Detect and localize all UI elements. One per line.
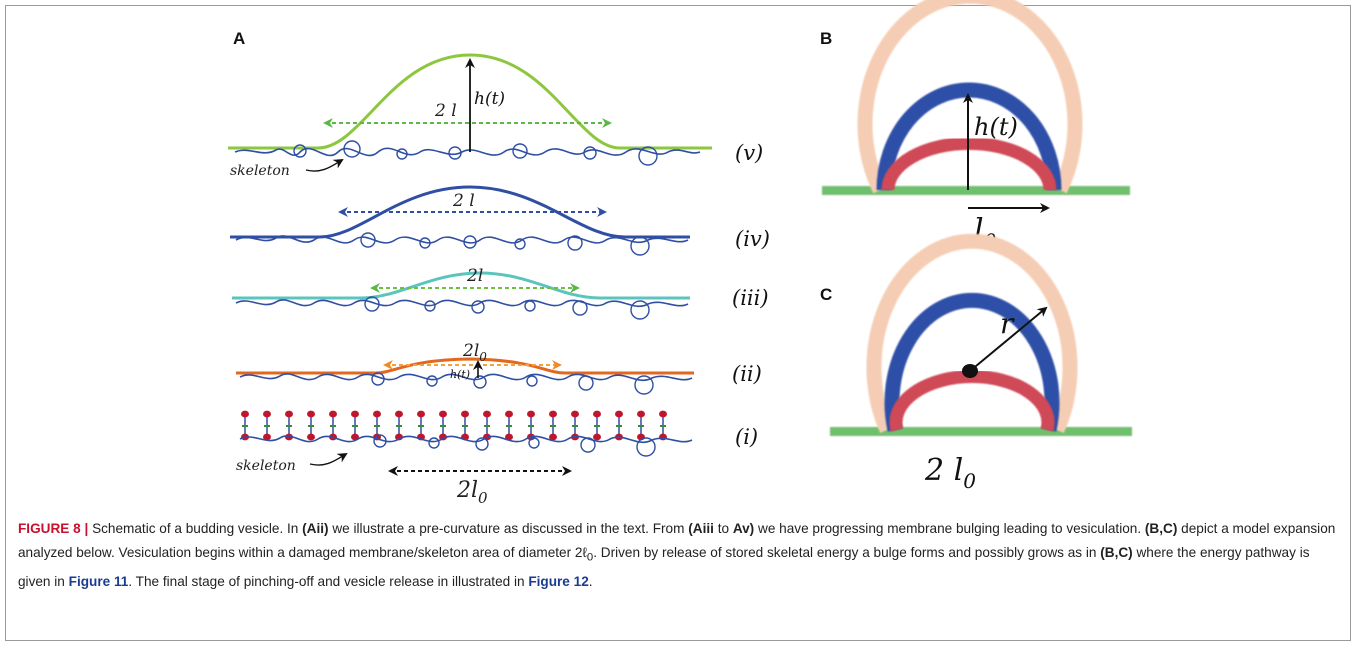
skeleton-network-v xyxy=(234,147,701,157)
substrate-c xyxy=(830,427,1132,436)
substrate-b xyxy=(822,186,1130,195)
caption-text: we have progressing membrane bulging lea… xyxy=(758,521,1142,536)
panel-c-diagram: r 2 l0 xyxy=(830,233,1132,493)
lipid-molecule xyxy=(329,410,337,441)
panel-b-diagram: h(t) l0 xyxy=(822,0,1130,253)
skeleton-loops-v xyxy=(293,140,658,166)
span-label-ii: 2l0 xyxy=(462,341,487,364)
skeleton-label-top: skeleton xyxy=(230,163,290,179)
ref-av[interactable]: Av) xyxy=(732,521,755,536)
caption-text: where the energy pathway is given in xyxy=(18,545,1310,589)
height-label-v: h(t) xyxy=(474,89,505,109)
row-label-iv: (iv) xyxy=(735,227,770,251)
figure-12-link[interactable]: Figure 12 xyxy=(528,573,589,589)
lipid-molecule xyxy=(549,410,557,441)
lipid-molecule xyxy=(593,410,601,441)
figure-11-link[interactable]: Figure 11 xyxy=(68,573,129,589)
row-label-iii: (iii) xyxy=(732,286,769,310)
lipid-molecule xyxy=(439,410,447,441)
blue-shell-c xyxy=(884,292,1060,432)
span-label-i: 2l0 xyxy=(456,478,488,507)
lipid-molecule xyxy=(505,410,513,441)
lipid-molecule xyxy=(395,410,403,441)
membrane-bulge-ii xyxy=(236,357,694,375)
lipid-molecule xyxy=(307,410,315,441)
panel-a-letter: A xyxy=(233,29,245,48)
skeleton-loops-iv xyxy=(360,232,650,256)
lipid-molecule xyxy=(637,410,645,441)
membrane-bulge-v xyxy=(228,53,712,150)
lipid-molecule xyxy=(461,410,469,441)
figure-label: FIGURE 8 | xyxy=(18,521,89,536)
ref-bc[interactable]: (B,C) xyxy=(1144,521,1178,536)
lipid-molecule xyxy=(241,410,249,441)
skeleton-network-iii xyxy=(235,299,689,308)
caption-text: to xyxy=(717,521,730,536)
lipid-molecule xyxy=(417,410,425,441)
membrane-bulge-iv xyxy=(230,185,690,239)
figure-caption: FIGURE 8 | Schematic of a budding vesicl… xyxy=(18,517,1340,594)
membrane-bulge-iii xyxy=(232,271,690,300)
skeleton-label-bottom: skeleton xyxy=(236,458,296,474)
red-shell-c xyxy=(889,370,1055,432)
row-label-v: (v) xyxy=(735,141,763,165)
radius-arrow-c xyxy=(969,306,1048,372)
ref-aiii[interactable]: (Aiii xyxy=(688,521,714,536)
caption-text: . The final stage of pinching-off and ve… xyxy=(128,573,525,589)
lipid-molecule xyxy=(263,410,271,441)
skeleton-pointer-top xyxy=(305,158,344,172)
skeleton-loops-ii xyxy=(371,372,654,395)
lipid-molecule xyxy=(659,410,667,441)
row-label-i: (i) xyxy=(735,425,758,449)
height-label-ii: h(t) xyxy=(450,368,470,381)
span-label-iii: 2l xyxy=(466,266,483,286)
caption-text: depict a model expansion analyzed below.… xyxy=(18,521,1336,564)
outer-shell-c xyxy=(866,233,1078,434)
skeleton-network-ii xyxy=(239,373,693,382)
outer-shell-b xyxy=(857,0,1083,194)
caption-text: Schematic of a budding vesicle. In xyxy=(92,521,299,536)
lipid-molecule xyxy=(571,410,579,441)
blue-shell-b xyxy=(876,82,1062,191)
ref-aii[interactable]: (Aii) xyxy=(302,521,329,536)
panel-c-letter: C xyxy=(820,285,832,304)
ref-bc[interactable]: (B,C) xyxy=(1100,545,1133,560)
skeleton-loops-i xyxy=(373,434,656,457)
lipid-molecule xyxy=(527,410,535,441)
row-v: h(t) 2 l (v) skeleton xyxy=(228,53,763,179)
skeleton-loops-iii xyxy=(364,296,650,320)
row-iv: 2 l (iv) xyxy=(230,185,770,256)
caption-text: we illustrate a pre-curvature as discuss… xyxy=(332,521,685,536)
figure-artwork: A h(t) 2 l (v) skeleton 2 l (iv) xyxy=(228,0,1132,507)
row-label-ii: (ii) xyxy=(732,362,762,386)
figure-frame xyxy=(5,5,1351,641)
height-label-b: h(t) xyxy=(974,113,1018,141)
span-label-iv: 2 l xyxy=(452,191,475,211)
base-label-c: 2 l0 xyxy=(924,453,976,493)
row-i: 2l0 (i) skeleton xyxy=(236,410,758,507)
skeleton-network-i xyxy=(239,435,693,444)
lipid-molecule xyxy=(351,410,359,441)
row-ii: 2l0 h(t) (ii) xyxy=(236,341,762,395)
span-label-v: 2 l xyxy=(434,101,457,121)
skeleton-network-iv xyxy=(235,235,689,244)
panel-b-letter: B xyxy=(820,29,832,48)
radius-label-c: r xyxy=(1000,307,1015,340)
caption-text: . xyxy=(588,573,593,589)
row-iii: 2l (iii) xyxy=(232,266,769,320)
skeleton-pointer-bottom xyxy=(309,452,348,466)
lipid-molecule xyxy=(615,410,623,441)
